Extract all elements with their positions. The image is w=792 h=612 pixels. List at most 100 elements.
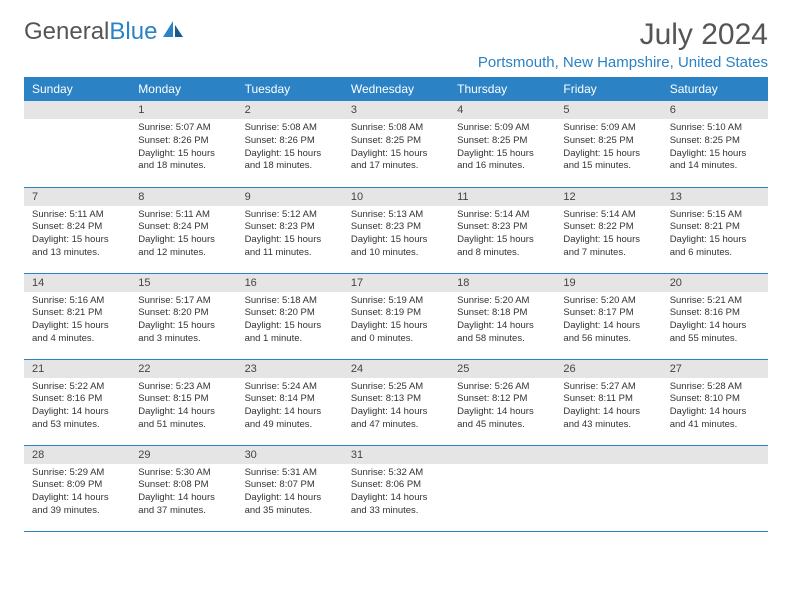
day-cell: 30Sunrise: 5:31 AMSunset: 8:07 PMDayligh…: [237, 445, 343, 531]
day-cell: 21Sunrise: 5:22 AMSunset: 8:16 PMDayligh…: [24, 359, 130, 445]
day-info: Sunrise: 5:10 AMSunset: 8:25 PMDaylight:…: [662, 119, 768, 177]
day-number: 7: [24, 188, 130, 206]
day-number: [555, 446, 661, 464]
day-info: Sunrise: 5:15 AMSunset: 8:21 PMDaylight:…: [662, 206, 768, 264]
day-cell-empty: [555, 445, 661, 531]
day-number: 2: [237, 101, 343, 119]
day-number: 20: [662, 274, 768, 292]
day-cell: 14Sunrise: 5:16 AMSunset: 8:21 PMDayligh…: [24, 273, 130, 359]
calendar-body: 1Sunrise: 5:07 AMSunset: 8:26 PMDaylight…: [24, 101, 768, 531]
weekday-header-row: SundayMondayTuesdayWednesdayThursdayFrid…: [24, 77, 768, 101]
day-cell: 7Sunrise: 5:11 AMSunset: 8:24 PMDaylight…: [24, 187, 130, 273]
day-info: Sunrise: 5:28 AMSunset: 8:10 PMDaylight:…: [662, 378, 768, 436]
location-text: Portsmouth, New Hampshire, United States: [478, 54, 768, 71]
day-number: 26: [555, 360, 661, 378]
day-number: 6: [662, 101, 768, 119]
day-info: Sunrise: 5:20 AMSunset: 8:18 PMDaylight:…: [449, 292, 555, 350]
day-number: 30: [237, 446, 343, 464]
day-info: Sunrise: 5:13 AMSunset: 8:23 PMDaylight:…: [343, 206, 449, 264]
day-cell: 17Sunrise: 5:19 AMSunset: 8:19 PMDayligh…: [343, 273, 449, 359]
day-number: 19: [555, 274, 661, 292]
day-info: Sunrise: 5:26 AMSunset: 8:12 PMDaylight:…: [449, 378, 555, 436]
day-info: Sunrise: 5:27 AMSunset: 8:11 PMDaylight:…: [555, 378, 661, 436]
day-info: Sunrise: 5:30 AMSunset: 8:08 PMDaylight:…: [130, 464, 236, 522]
day-cell: 20Sunrise: 5:21 AMSunset: 8:16 PMDayligh…: [662, 273, 768, 359]
day-cell-empty: [449, 445, 555, 531]
day-number: 27: [662, 360, 768, 378]
day-info: Sunrise: 5:09 AMSunset: 8:25 PMDaylight:…: [555, 119, 661, 177]
day-cell: 29Sunrise: 5:30 AMSunset: 8:08 PMDayligh…: [130, 445, 236, 531]
day-number: 21: [24, 360, 130, 378]
day-cell: 19Sunrise: 5:20 AMSunset: 8:17 PMDayligh…: [555, 273, 661, 359]
day-number: 4: [449, 101, 555, 119]
day-number: [662, 446, 768, 464]
day-cell: 31Sunrise: 5:32 AMSunset: 8:06 PMDayligh…: [343, 445, 449, 531]
calendar-week-row: 7Sunrise: 5:11 AMSunset: 8:24 PMDaylight…: [24, 187, 768, 273]
title-block: July 2024 Portsmouth, New Hampshire, Uni…: [478, 18, 768, 71]
day-info: Sunrise: 5:07 AMSunset: 8:26 PMDaylight:…: [130, 119, 236, 177]
day-number: 24: [343, 360, 449, 378]
day-number: 31: [343, 446, 449, 464]
day-number: 23: [237, 360, 343, 378]
day-cell: 16Sunrise: 5:18 AMSunset: 8:20 PMDayligh…: [237, 273, 343, 359]
calendar-week-row: 14Sunrise: 5:16 AMSunset: 8:21 PMDayligh…: [24, 273, 768, 359]
day-cell: 4Sunrise: 5:09 AMSunset: 8:25 PMDaylight…: [449, 101, 555, 187]
calendar-table: SundayMondayTuesdayWednesdayThursdayFrid…: [24, 77, 768, 532]
logo: GeneralBlue: [24, 18, 187, 46]
day-info: Sunrise: 5:29 AMSunset: 8:09 PMDaylight:…: [24, 464, 130, 522]
day-number: 14: [24, 274, 130, 292]
day-info: Sunrise: 5:23 AMSunset: 8:15 PMDaylight:…: [130, 378, 236, 436]
day-info: Sunrise: 5:18 AMSunset: 8:20 PMDaylight:…: [237, 292, 343, 350]
day-number: 1: [130, 101, 236, 119]
day-cell: 28Sunrise: 5:29 AMSunset: 8:09 PMDayligh…: [24, 445, 130, 531]
day-cell: 26Sunrise: 5:27 AMSunset: 8:11 PMDayligh…: [555, 359, 661, 445]
day-cell: 15Sunrise: 5:17 AMSunset: 8:20 PMDayligh…: [130, 273, 236, 359]
day-info: Sunrise: 5:20 AMSunset: 8:17 PMDaylight:…: [555, 292, 661, 350]
day-info: Sunrise: 5:11 AMSunset: 8:24 PMDaylight:…: [24, 206, 130, 264]
day-cell: 9Sunrise: 5:12 AMSunset: 8:23 PMDaylight…: [237, 187, 343, 273]
day-number: [24, 101, 130, 119]
weekday-header: Thursday: [449, 77, 555, 101]
day-cell-empty: [24, 101, 130, 187]
day-cell-empty: [662, 445, 768, 531]
day-number: 8: [130, 188, 236, 206]
day-number: [449, 446, 555, 464]
day-cell: 10Sunrise: 5:13 AMSunset: 8:23 PMDayligh…: [343, 187, 449, 273]
day-info: Sunrise: 5:08 AMSunset: 8:25 PMDaylight:…: [343, 119, 449, 177]
weekday-header: Saturday: [662, 77, 768, 101]
day-info: [555, 464, 661, 514]
day-cell: 8Sunrise: 5:11 AMSunset: 8:24 PMDaylight…: [130, 187, 236, 273]
day-info: Sunrise: 5:09 AMSunset: 8:25 PMDaylight:…: [449, 119, 555, 177]
day-info: Sunrise: 5:21 AMSunset: 8:16 PMDaylight:…: [662, 292, 768, 350]
day-info: Sunrise: 5:12 AMSunset: 8:23 PMDaylight:…: [237, 206, 343, 264]
day-info: Sunrise: 5:25 AMSunset: 8:13 PMDaylight:…: [343, 378, 449, 436]
day-cell: 23Sunrise: 5:24 AMSunset: 8:14 PMDayligh…: [237, 359, 343, 445]
calendar-week-row: 1Sunrise: 5:07 AMSunset: 8:26 PMDaylight…: [24, 101, 768, 187]
day-number: 9: [237, 188, 343, 206]
day-cell: 5Sunrise: 5:09 AMSunset: 8:25 PMDaylight…: [555, 101, 661, 187]
day-number: 10: [343, 188, 449, 206]
day-number: 3: [343, 101, 449, 119]
logo-text-general: General: [24, 18, 109, 46]
day-info: Sunrise: 5:08 AMSunset: 8:26 PMDaylight:…: [237, 119, 343, 177]
page-header: GeneralBlue July 2024 Portsmouth, New Ha…: [24, 18, 768, 71]
day-cell: 22Sunrise: 5:23 AMSunset: 8:15 PMDayligh…: [130, 359, 236, 445]
day-cell: 11Sunrise: 5:14 AMSunset: 8:23 PMDayligh…: [449, 187, 555, 273]
day-cell: 13Sunrise: 5:15 AMSunset: 8:21 PMDayligh…: [662, 187, 768, 273]
day-info: Sunrise: 5:31 AMSunset: 8:07 PMDaylight:…: [237, 464, 343, 522]
day-info: Sunrise: 5:32 AMSunset: 8:06 PMDaylight:…: [343, 464, 449, 522]
day-number: 12: [555, 188, 661, 206]
weekday-header: Wednesday: [343, 77, 449, 101]
day-number: 28: [24, 446, 130, 464]
day-info: [24, 119, 130, 169]
day-info: Sunrise: 5:19 AMSunset: 8:19 PMDaylight:…: [343, 292, 449, 350]
day-info: Sunrise: 5:22 AMSunset: 8:16 PMDaylight:…: [24, 378, 130, 436]
day-number: 18: [449, 274, 555, 292]
calendar-week-row: 21Sunrise: 5:22 AMSunset: 8:16 PMDayligh…: [24, 359, 768, 445]
day-info: Sunrise: 5:16 AMSunset: 8:21 PMDaylight:…: [24, 292, 130, 350]
weekday-header: Sunday: [24, 77, 130, 101]
weekday-header: Friday: [555, 77, 661, 101]
day-number: 17: [343, 274, 449, 292]
day-info: [662, 464, 768, 514]
day-number: 16: [237, 274, 343, 292]
